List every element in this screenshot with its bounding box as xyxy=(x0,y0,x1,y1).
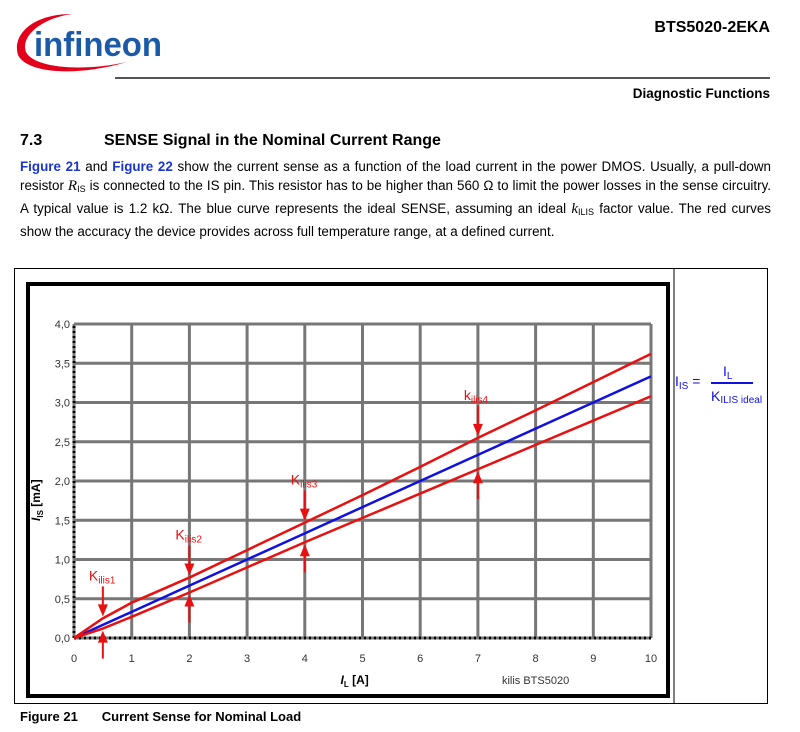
formula-lhs: IIS = xyxy=(675,373,700,392)
text: show the current sense as a function of … xyxy=(20,159,771,193)
y-tick-label: 1,0 xyxy=(55,555,70,567)
x-tick-label: 1 xyxy=(129,653,135,665)
y-tick-label: 0,5 xyxy=(55,594,70,606)
infineon-logo: infineon xyxy=(16,14,162,72)
symbol-sub: ILIS xyxy=(578,207,595,217)
symbol-k: k xyxy=(571,201,579,217)
x-tick-label: 7 xyxy=(475,653,481,665)
chapter-name: Diagnostic Functions xyxy=(632,86,770,101)
body-paragraph: Figure 21 and Figure 22 show the current… xyxy=(20,157,771,241)
arrow-down-icon xyxy=(184,563,195,576)
formula-numerator: IL xyxy=(723,363,733,382)
text: factor value. The red curves show the ac… xyxy=(20,201,771,239)
y-tick-label: 2,5 xyxy=(55,437,70,449)
section-number: 7.3 xyxy=(20,132,43,149)
x-tick-label: 3 xyxy=(244,653,250,665)
y-tick-label: 3,0 xyxy=(55,398,70,410)
x-tick-label: 8 xyxy=(533,653,539,665)
arrow-down-icon xyxy=(97,604,108,617)
x-tick-label: 10 xyxy=(645,653,657,665)
y-tick-label: 1,5 xyxy=(55,515,70,527)
arrow-down-icon xyxy=(472,423,483,436)
svg-text:infineon: infineon xyxy=(34,26,162,64)
x-tick-label: 0 xyxy=(71,653,77,665)
caption-label: Figure 21 xyxy=(20,709,78,724)
figure-21-link[interactable]: Figure 21 xyxy=(20,159,81,174)
series-line-upper-limit xyxy=(73,352,652,640)
plot-frame xyxy=(26,282,670,698)
figure-caption: Figure 21 Current Sense for Nominal Load xyxy=(20,709,301,724)
x-tick-label: 6 xyxy=(417,653,423,665)
y-tick-label: 3,5 xyxy=(55,358,70,370)
caption-title: Current Sense for Nominal Load xyxy=(101,709,302,724)
x-tick-label: 5 xyxy=(359,653,365,665)
header-rule xyxy=(115,77,770,79)
text: is connected to the IS pin. This resisto… xyxy=(20,178,771,216)
chart-watermark: kilis BTS5020 xyxy=(502,675,569,687)
series-line-lower-limit xyxy=(73,395,652,640)
series-line-ideal xyxy=(73,375,652,640)
section-title: SENSE Signal in the Nominal Current Rang… xyxy=(104,132,441,149)
y-tick-label: 0,0 xyxy=(55,633,70,645)
y-tick-label: 2,0 xyxy=(55,476,70,488)
text: and xyxy=(80,159,113,174)
y-tick-label: 4,0 xyxy=(55,319,70,331)
x-tick-label: 4 xyxy=(302,653,308,665)
arrow-up-icon xyxy=(472,471,483,484)
x-axis-label: IL [A] xyxy=(341,673,369,689)
figure-frame: 0 1 2 3 4 5 6 7 8 9 10 0,0 0,5 1,0 1,5 2,0 2,5 3,0 3,5 4,0 K… xyxy=(14,268,768,704)
formula-denominator: KILIS ideal xyxy=(711,388,762,406)
arrow-up-icon xyxy=(97,630,108,643)
arrow-up-icon xyxy=(184,594,195,607)
figure-22-link[interactable]: Figure 22 xyxy=(112,159,173,174)
current-sense-chart: 0 1 2 3 4 5 6 7 8 9 10 0,0 0,5 1,0 1,5 2,0 2,5 3,0 3,5 4,0 K… xyxy=(26,269,762,703)
annotation-label: Kilis1 xyxy=(89,567,116,586)
x-tick-label: 9 xyxy=(590,653,596,665)
x-tick-label: 2 xyxy=(186,653,192,665)
y-axis-label: IIS [mA] xyxy=(29,479,45,521)
document-title: BTS5020-2EKA xyxy=(654,19,770,36)
symbol-r: R xyxy=(67,178,78,194)
symbol-sub: IS xyxy=(77,184,86,194)
arrow-up-icon xyxy=(299,544,310,557)
arrow-down-icon xyxy=(299,508,310,521)
